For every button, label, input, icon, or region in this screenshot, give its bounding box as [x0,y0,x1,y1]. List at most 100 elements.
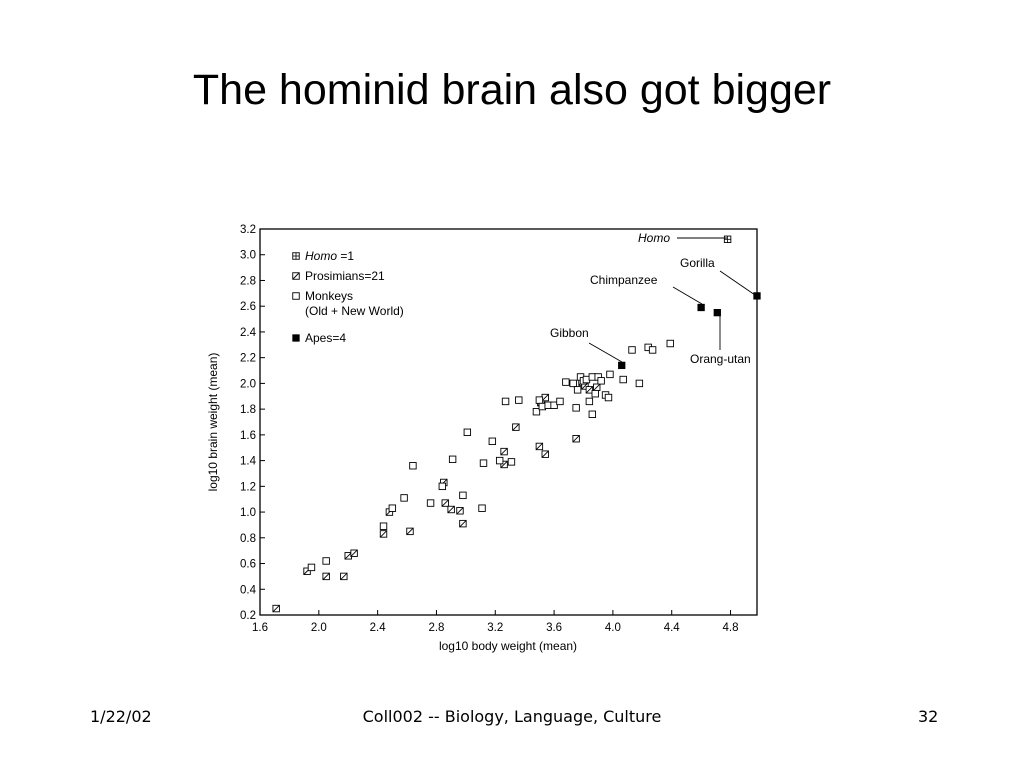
legend-label: Homo =1 [305,249,354,263]
footer-page-number: 32 [918,707,939,726]
prosimian-point [350,549,358,557]
y-tick-label: 2.2 [240,353,256,365]
y-tick-label: 2.4 [240,327,257,339]
prosimian-point [593,383,601,391]
monkey-point [448,455,457,464]
monkey-point [562,378,570,386]
monkey-point [597,377,605,385]
monkey-point [400,494,408,502]
prosimian-point [322,572,330,581]
y-tick-label: 2.6 [240,301,256,313]
monkey-point [606,370,614,379]
y-axis-label: log10 brain weight (mean) [206,353,220,492]
monkey-point [604,393,613,402]
monkey-point [459,491,467,500]
legend-monkey-icon [292,292,300,300]
prosimian-point [406,527,414,536]
prosimian-point [500,460,508,469]
annotation-label: Chimpanzee [590,273,658,287]
y-tick-label: 1.4 [240,456,257,468]
prosimian-point [585,386,594,394]
monkey-point [479,459,488,467]
y-tick-label: 0.8 [240,533,256,545]
monkey-point [550,401,558,409]
monkey-point [619,375,627,384]
y-tick-label: 3.2 [240,224,256,236]
legend-ape-icon [292,334,300,342]
annotation-leader-line [672,286,703,305]
monkey-point [478,504,486,512]
x-tick-label: 4.8 [723,622,739,634]
ape-point [697,303,705,312]
annotation-label: Homo [638,231,670,245]
legend-label: (Old + New World) [305,304,404,318]
y-tick-label: 3.0 [240,250,256,262]
monkey-point [501,397,510,406]
axis-ticks: 1.6 2.0 2.4 2.8 3.2 3.6 4.0 4.4 4.8 0.2 0.4 0.6 0.8 1… [240,224,739,634]
annotation-label: Gibbon [550,326,589,340]
prosimian-point [535,442,544,451]
point-annotations: Homo Gorilla Chimpanzee Gibbon Orang-utan [550,231,756,366]
monkey-point [648,346,657,354]
monkey-point [463,428,472,436]
monkey-point [569,379,577,388]
legend-label: Apes=4 [305,331,346,345]
monkey-point [322,557,330,565]
y-tick-label: 1.6 [240,430,256,442]
prosimian-point [572,435,580,443]
prosimian-point [441,499,449,507]
annotation-label: Orang-utan [690,352,751,366]
prosimian-point [500,447,508,456]
footer-date: 1/22/02 [90,707,152,726]
legend-prosimian-icon [292,272,300,280]
y-tick-label: 0.4 [240,584,257,596]
prosimian-point [512,423,520,431]
y-tick-label: 1.8 [240,404,256,416]
monkey-point [628,346,636,354]
monkey-point [572,404,580,412]
ape-point [753,292,761,300]
plot-frame [259,228,758,616]
monkey-point [495,456,504,465]
monkey-point [438,482,447,491]
y-tick-label: 2.0 [240,378,256,390]
prosimian-point [541,450,549,458]
annotation-leader-line [588,342,623,363]
monkey-point [409,462,417,470]
monkey-point [515,396,523,404]
prosimian-point [447,505,455,514]
prosimian-point [272,604,280,613]
monkey-point [573,386,582,394]
prosimian-point [456,507,464,515]
footer-course: Coll002 -- Biology, Language, Culture [362,707,662,726]
annotation-leader-line [719,270,756,296]
monkey-point [532,408,541,416]
annotation-label: Gorilla [680,256,715,270]
x-tick-label: 4.4 [664,622,681,634]
prosimian-point [379,530,388,538]
x-tick-label: 2.0 [311,622,327,634]
ape-point [713,308,721,317]
x-tick-label: 4.0 [605,622,621,634]
slide-title: The hominid brain also got bigger [192,66,832,114]
monkey-point [635,379,644,388]
monkey-point [507,458,516,466]
monkey-point [388,504,397,512]
monkey-point [585,397,594,406]
legend-label: Prosimians=21 [305,269,385,283]
prosimian-point [340,572,348,581]
monkey-point [535,396,544,404]
scatter-chart: 1.6 2.0 2.4 2.8 3.2 3.6 4.0 4.4 4.8 0.2 0.4 0.6 0.8 1… [206,224,761,653]
ape-point [618,361,626,370]
monkey-point [379,522,388,530]
y-tick-label: 2.8 [240,275,256,287]
monkey-point [556,397,564,406]
data-points [272,235,761,613]
homo-point [723,235,732,243]
x-tick-label: 3.6 [546,622,562,634]
y-tick-label: 0.2 [240,610,256,622]
x-tick-label: 3.2 [487,622,503,634]
x-tick-label: 1.6 [252,622,268,634]
y-tick-label: 1.2 [240,481,256,493]
monkey-point [488,437,497,446]
